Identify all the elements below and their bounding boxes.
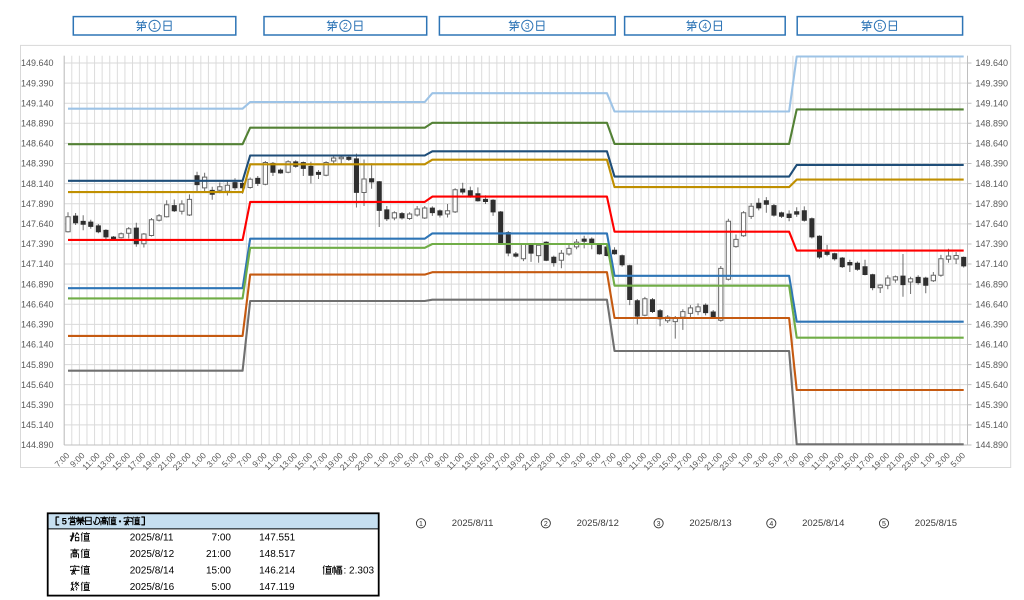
svg-text:148.890: 148.890 (976, 119, 1009, 129)
svg-text:2: 2 (544, 521, 548, 528)
svg-text:2: 2 (343, 21, 348, 31)
svg-text:145.890: 145.890 (21, 360, 54, 370)
svg-text:7:00: 7:00 (212, 532, 232, 543)
svg-text:146.390: 146.390 (976, 320, 1009, 330)
svg-text:144.890: 144.890 (21, 440, 54, 450)
svg-text:148.640: 148.640 (976, 139, 1009, 149)
svg-text:145.140: 145.140 (21, 420, 54, 430)
svg-text:146.140: 146.140 (976, 340, 1009, 350)
svg-text:3: 3 (525, 21, 530, 31)
svg-text:146.640: 146.640 (976, 300, 1009, 310)
svg-text:2025/8/14: 2025/8/14 (130, 565, 175, 576)
svg-text:145.140: 145.140 (976, 420, 1009, 430)
svg-text:149.390: 149.390 (21, 78, 54, 88)
svg-text:2025/8/16: 2025/8/16 (130, 582, 175, 593)
svg-text:2025/8/14: 2025/8/14 (802, 518, 844, 529)
svg-text:147.890: 147.890 (21, 199, 54, 209)
svg-text:21:00: 21:00 (206, 549, 231, 560)
svg-text:147.390: 147.390 (976, 239, 1009, 249)
svg-text:147.640: 147.640 (976, 219, 1009, 229)
svg-text:148.890: 148.890 (21, 119, 54, 129)
svg-text:1: 1 (152, 21, 157, 31)
svg-text:148.390: 148.390 (976, 159, 1009, 169)
svg-text:2025/8/11: 2025/8/11 (452, 518, 494, 529)
svg-text:148.140: 148.140 (21, 179, 54, 189)
svg-text:3: 3 (657, 521, 661, 528)
svg-text:148.390: 148.390 (21, 159, 54, 169)
svg-text:: 2.303: : 2.303 (344, 565, 375, 576)
svg-text:146.390: 146.390 (21, 320, 54, 330)
svg-text:2025/8/12: 2025/8/12 (130, 549, 175, 560)
svg-text:145.390: 145.390 (976, 400, 1009, 410)
svg-text:5: 5 (878, 21, 883, 31)
svg-text:144.890: 144.890 (976, 440, 1009, 450)
svg-text:149.640: 149.640 (976, 58, 1009, 68)
svg-text:148.140: 148.140 (976, 179, 1009, 189)
svg-text:149.140: 149.140 (21, 98, 54, 108)
svg-text:149.640: 149.640 (21, 58, 54, 68)
svg-text:148.517: 148.517 (259, 549, 296, 560)
svg-text:147.640: 147.640 (21, 219, 54, 229)
svg-text:149.140: 149.140 (976, 98, 1009, 108)
svg-text:146.890: 146.890 (976, 279, 1009, 289)
svg-text:146.640: 146.640 (21, 300, 54, 310)
svg-text:2025/8/15: 2025/8/15 (915, 518, 957, 529)
svg-text:2025/8/12: 2025/8/12 (577, 518, 619, 529)
svg-text:145.640: 145.640 (976, 380, 1009, 390)
svg-text:147.551: 147.551 (259, 532, 296, 543)
svg-text:1: 1 (419, 521, 423, 528)
svg-text:146.890: 146.890 (21, 279, 54, 289)
svg-text:146.140: 146.140 (21, 340, 54, 350)
svg-text:147.390: 147.390 (21, 239, 54, 249)
svg-text:5: 5 (882, 521, 886, 528)
svg-text:2025/8/11: 2025/8/11 (130, 532, 174, 543)
svg-text:15:00: 15:00 (206, 565, 231, 576)
svg-text:4: 4 (703, 21, 708, 31)
svg-text:145.890: 145.890 (976, 360, 1009, 370)
svg-text:147.119: 147.119 (259, 582, 295, 593)
svg-text:147.140: 147.140 (976, 259, 1009, 269)
svg-text:4: 4 (769, 521, 773, 528)
svg-text:145.390: 145.390 (21, 400, 54, 410)
svg-text:5: 5 (62, 517, 68, 528)
svg-text:149.390: 149.390 (976, 78, 1009, 88)
svg-text:2025/8/13: 2025/8/13 (689, 518, 731, 529)
svg-text:5:00: 5:00 (212, 582, 232, 593)
svg-text:146.214: 146.214 (259, 565, 296, 576)
svg-text:145.640: 145.640 (21, 380, 54, 390)
svg-text:147.140: 147.140 (21, 259, 54, 269)
svg-text:148.640: 148.640 (21, 139, 54, 149)
svg-text:147.890: 147.890 (976, 199, 1009, 209)
